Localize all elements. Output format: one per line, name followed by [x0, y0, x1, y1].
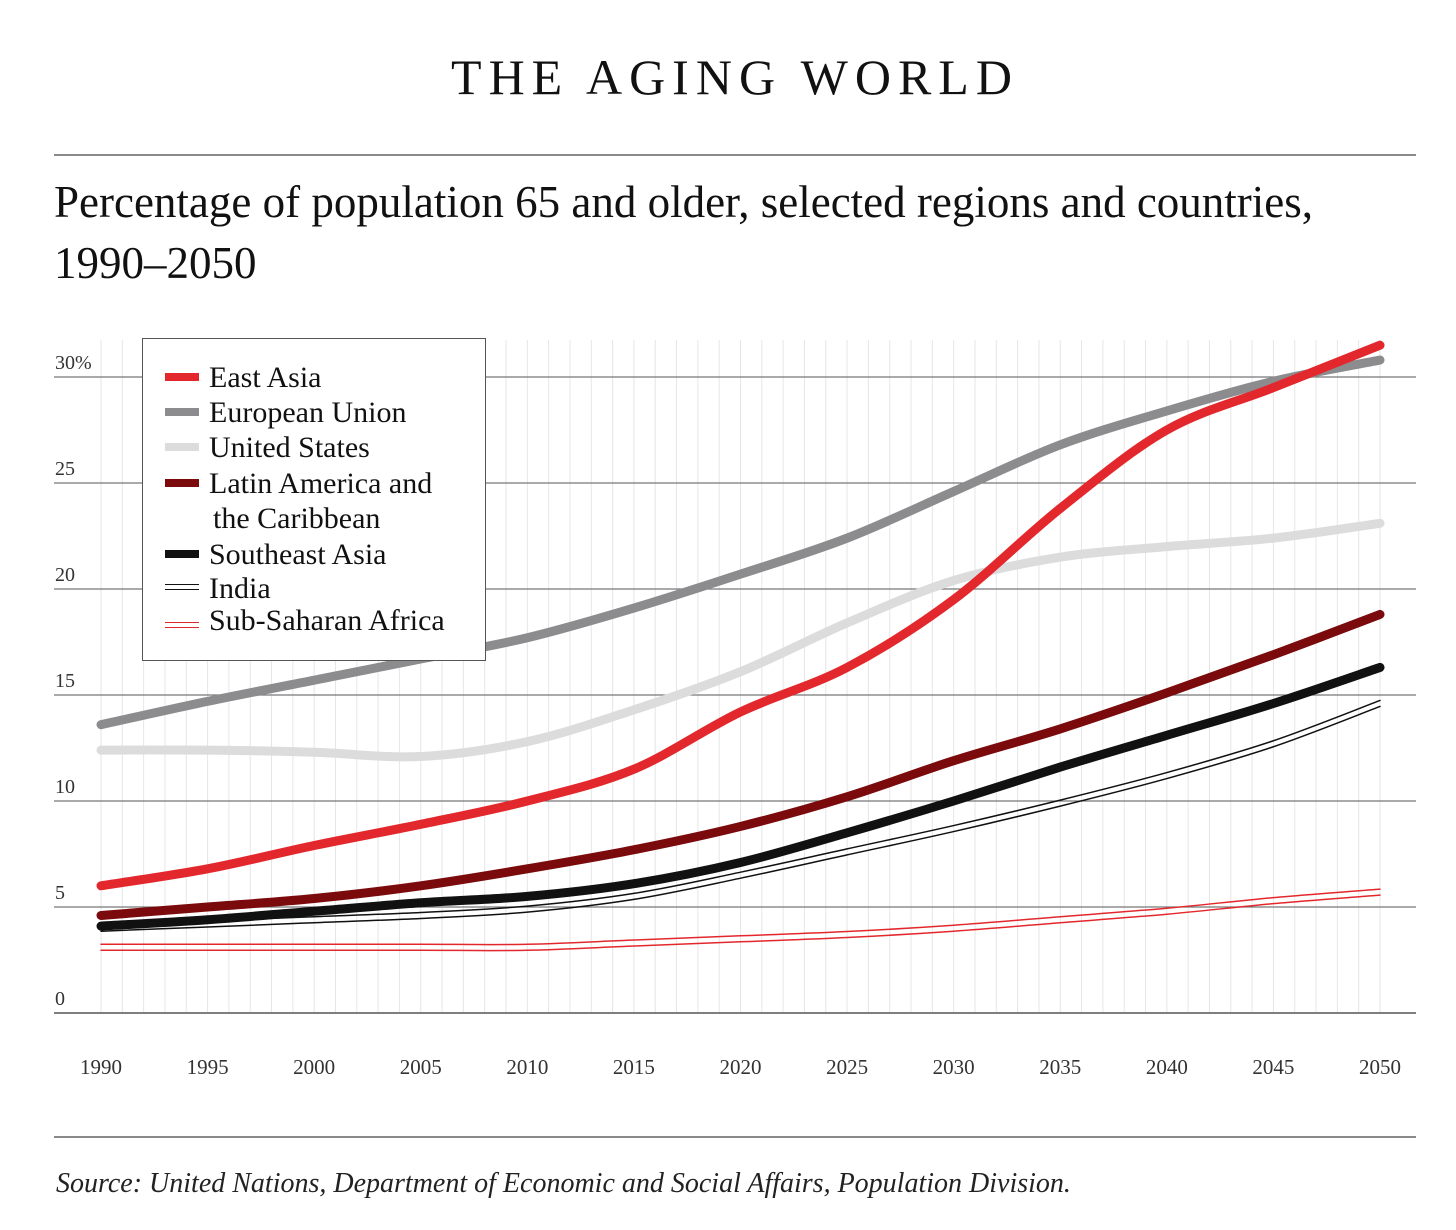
- series-lines: [96, 340, 1385, 952]
- series-line-india-lower: [100, 705, 1381, 932]
- legend-item-latin-america: Latin America and the Caribbean: [143, 466, 483, 536]
- series-line-southeast-asia: [96, 662, 1385, 931]
- series-line-latin-america-and-the-caribbean: [96, 609, 1385, 920]
- legend-label-european-union: European Union: [209, 396, 407, 429]
- series-line-sub-saharan-africa-lower: [100, 894, 1381, 952]
- legend-label-east-asia: East Asia: [209, 361, 322, 394]
- legend-label-india: India: [209, 572, 271, 605]
- x-tick-label: 2030: [933, 1055, 975, 1079]
- y-tick-label: 10: [55, 776, 75, 798]
- series-line-united-states: [96, 518, 1385, 762]
- legend-item-india: India: [143, 571, 483, 605]
- subtitle-line-1: Percentage of population 65 and older, s…: [54, 177, 1314, 227]
- legend-label-southeast-asia: Southeast Asia: [209, 538, 387, 571]
- x-tick-label: 2000: [293, 1055, 335, 1079]
- legend-label-latin-america-line2: the Caribbean: [213, 502, 381, 535]
- series-line-sub-saharan-africa-upper: [100, 888, 1381, 946]
- legend-item-united-states: United States: [143, 430, 483, 464]
- y-tick-label: 20: [55, 564, 75, 586]
- y-tick-label: 0: [55, 988, 65, 1010]
- source-note: Source: United Nations, Department of Ec…: [56, 1168, 1071, 1199]
- legend-swatch-southeast-asia: [165, 550, 199, 558]
- y-tick-label: 5: [55, 882, 65, 904]
- x-tick-label: 2005: [400, 1055, 442, 1079]
- legend: East Asia European Union United States L…: [142, 338, 486, 661]
- legend-swatch-european-union: [165, 408, 199, 416]
- legend-swatch-united-states: [165, 443, 199, 451]
- x-tick-label: 1995: [187, 1055, 229, 1079]
- legend-swatch-india: [165, 584, 199, 590]
- chart-subtitle: Percentage of population 65 and older, s…: [54, 172, 1424, 294]
- legend-item-southeast-asia: Southeast Asia: [143, 537, 483, 571]
- x-tick-label: 2035: [1039, 1055, 1081, 1079]
- legend-swatch-sub-saharan-africa: [165, 622, 199, 628]
- subtitle-line-2: 1990–2050: [54, 238, 257, 288]
- legend-swatch-east-asia: [165, 373, 199, 381]
- legend-item-east-asia: East Asia: [143, 360, 483, 394]
- y-tick-label: 15: [55, 670, 75, 692]
- legend-label-latin-america: Latin America and: [209, 467, 433, 500]
- x-tick-label: 2015: [613, 1055, 655, 1079]
- series-line-european-union: [96, 355, 1385, 730]
- series-line-east-asia: [96, 340, 1385, 891]
- x-tick-label: 2025: [826, 1055, 868, 1079]
- series-line-india-upper: [100, 699, 1381, 926]
- top-divider: [54, 154, 1416, 156]
- legend-item-european-union: European Union: [143, 395, 483, 429]
- legend-swatch-latin-america: [165, 479, 199, 487]
- chart-title: THE AGING WORLD: [451, 49, 1019, 105]
- x-tick-label: 2020: [720, 1055, 762, 1079]
- legend-label-united-states: United States: [209, 431, 370, 464]
- x-tick-label: 2010: [506, 1055, 548, 1079]
- y-tick-label: 30%: [55, 352, 92, 374]
- legend-item-sub-saharan-africa: Sub-Saharan Africa: [143, 603, 483, 637]
- x-tick-label: 2040: [1146, 1055, 1188, 1079]
- x-tick-label: 2050: [1359, 1055, 1401, 1079]
- x-tick-label: 2045: [1252, 1055, 1294, 1079]
- legend-label-sub-saharan-africa: Sub-Saharan Africa: [209, 604, 445, 637]
- x-tick-label: 1990: [80, 1055, 122, 1079]
- y-tick-label: 25: [55, 458, 75, 480]
- bottom-divider: [54, 1136, 1416, 1138]
